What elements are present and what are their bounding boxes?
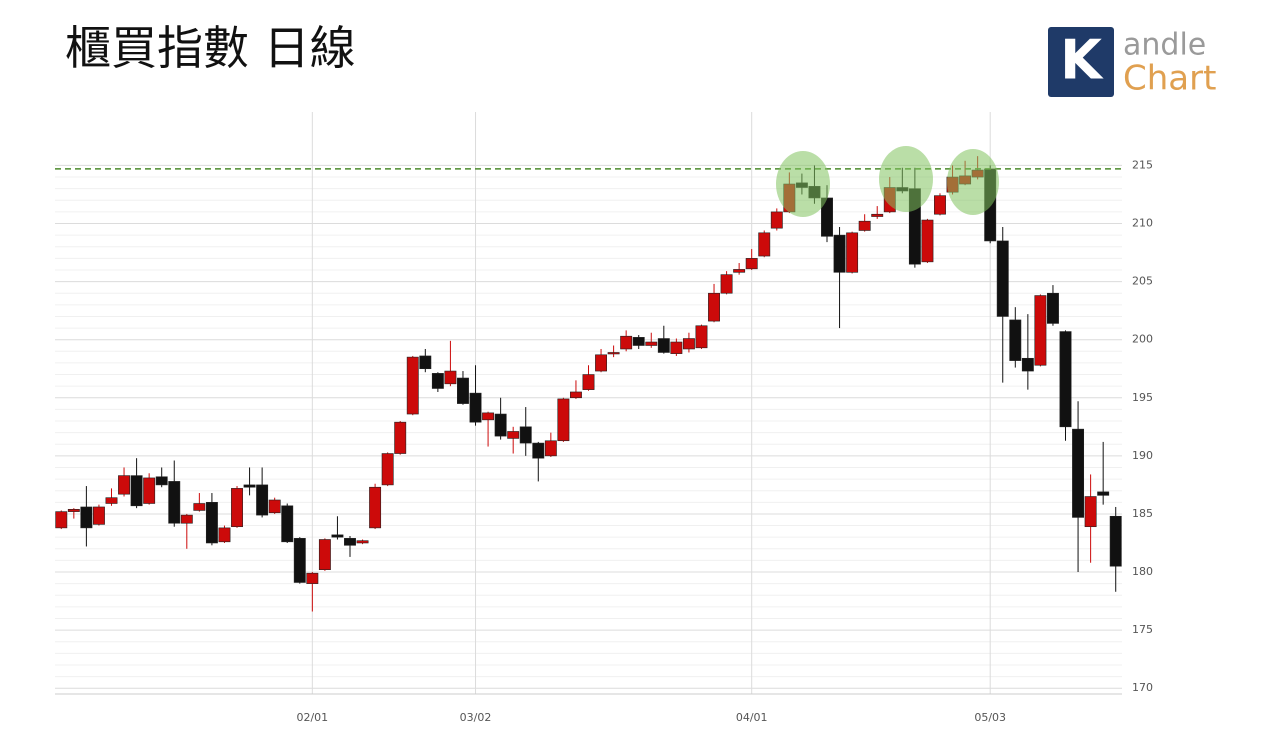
candle-body (582, 374, 595, 390)
candle-body (344, 538, 356, 546)
y-tick-label: 210 (1132, 217, 1153, 230)
candle-body (695, 325, 708, 349)
y-tick-label: 195 (1132, 391, 1153, 404)
candle-body (293, 538, 306, 583)
candle-body (1059, 331, 1072, 428)
candle-body (833, 234, 846, 273)
y-tick-label: 190 (1132, 449, 1153, 462)
candle-body (105, 497, 118, 504)
logo-box (1048, 27, 1114, 97)
candle-body (243, 484, 256, 488)
candle-body (1097, 491, 1110, 496)
logo-letter: K (1060, 29, 1104, 92)
candle-body (770, 211, 783, 229)
candle-body (130, 475, 143, 507)
y-tick-label: 175 (1132, 623, 1153, 636)
candle-body (569, 391, 582, 399)
candle-body (607, 352, 620, 355)
highlight (879, 146, 933, 212)
candle-body (180, 514, 193, 524)
candle-body (143, 477, 156, 504)
candle-body (657, 338, 670, 353)
candle-body (118, 475, 130, 495)
candle-body (205, 502, 218, 544)
candle-body (457, 377, 469, 404)
candle-body (306, 572, 319, 584)
y-tick-label: 200 (1132, 333, 1153, 346)
candle-body (168, 481, 181, 524)
candle-body (758, 232, 771, 257)
y-tick-label: 170 (1132, 681, 1153, 694)
highlights (776, 146, 999, 217)
candle-body (268, 499, 281, 514)
candle-body (670, 341, 683, 354)
candle-body (193, 503, 206, 511)
y-tick-label: 205 (1132, 275, 1153, 288)
candle-body (682, 338, 695, 350)
candle-body (708, 292, 720, 322)
candle-body (80, 506, 93, 529)
candle-body (645, 341, 658, 346)
candle-body (444, 370, 457, 385)
x-tick-label: 02/01 (296, 711, 328, 724)
candle-body (494, 413, 507, 437)
candle-body (67, 508, 80, 512)
x-tick-label: 05/03 (974, 711, 1006, 724)
candle-body (733, 269, 746, 273)
candle-body (996, 240, 1009, 317)
candle-body (1009, 319, 1022, 361)
candle-body (1047, 292, 1059, 324)
candle-body (318, 539, 331, 571)
candle-body (356, 540, 369, 544)
highlight (776, 151, 830, 217)
candle-body (745, 258, 758, 270)
candle-body (532, 442, 545, 459)
candle-body (544, 440, 557, 457)
highlight (947, 149, 999, 215)
candle-body (155, 476, 168, 486)
candle-body (469, 392, 482, 423)
candle-body (871, 213, 884, 217)
candle-body (331, 534, 344, 538)
x-tick-label: 03/02 (460, 711, 492, 724)
candle-body (858, 220, 871, 231)
candle-body (934, 195, 946, 215)
candle-body (231, 488, 243, 528)
candle-body (394, 421, 407, 454)
candle-body (1072, 428, 1085, 518)
candle-body (720, 274, 733, 294)
candle-body (381, 453, 394, 486)
candle-body (482, 412, 495, 421)
y-tick-label: 180 (1132, 565, 1153, 578)
candle-body (632, 337, 645, 346)
candle-body (557, 398, 570, 442)
candle-body (92, 506, 105, 525)
candle-body (419, 355, 432, 370)
candle-body (1034, 295, 1047, 366)
candle-body (256, 484, 269, 516)
candle-body (519, 426, 532, 444)
logo-line2: Chart (1123, 59, 1216, 99)
candle-body (1084, 496, 1097, 528)
chart-title: 櫃買指數 日線 (65, 21, 356, 75)
candle-body (921, 219, 934, 263)
y-tick-label: 215 (1132, 158, 1153, 171)
candle-body (620, 335, 633, 350)
candle-body (369, 486, 382, 529)
candle-body (595, 354, 608, 372)
y-tick-label: 185 (1132, 507, 1153, 520)
candle-body (218, 527, 231, 543)
candle-body (507, 431, 520, 439)
candle-body (431, 373, 444, 389)
candle-body (281, 505, 294, 543)
candle-body (846, 232, 859, 273)
candle-body (55, 511, 68, 529)
candle-body (1021, 357, 1034, 372)
x-tick-label: 04/01 (736, 711, 768, 724)
candle-body (1109, 515, 1122, 567)
logo-line1: andle (1123, 28, 1206, 63)
candle-body (406, 356, 419, 415)
